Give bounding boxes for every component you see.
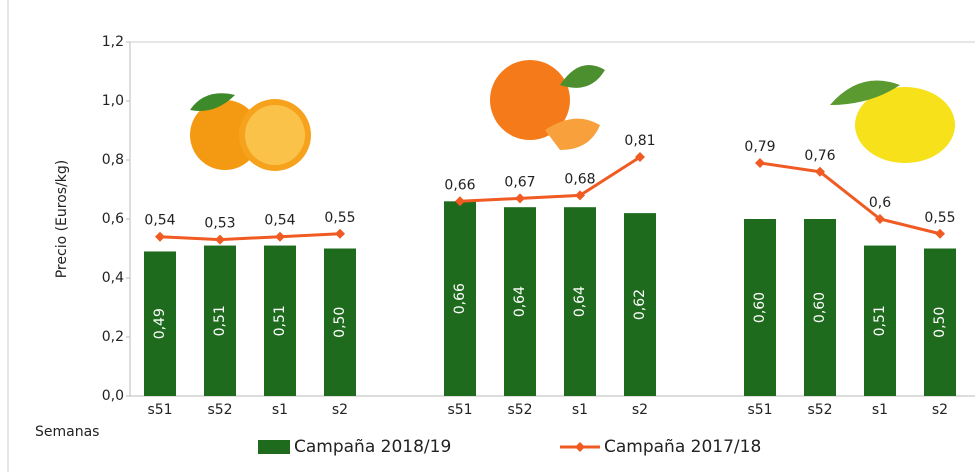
y-tick-label: 1,0 bbox=[102, 93, 124, 109]
line-marker bbox=[335, 229, 345, 239]
bar-value-label: 0,64 bbox=[512, 286, 528, 317]
line-marker bbox=[155, 232, 165, 242]
line-marker bbox=[275, 232, 285, 242]
line-value-label: 0,66 bbox=[444, 177, 475, 193]
x-tick-label: s2 bbox=[332, 402, 348, 418]
line-marker bbox=[755, 158, 765, 168]
x-tick-label: s52 bbox=[507, 402, 532, 418]
y-tick-label: 0,0 bbox=[102, 388, 124, 404]
y-tick-label: 0,2 bbox=[102, 329, 124, 345]
bar-value-label: 0,60 bbox=[812, 292, 828, 323]
bar-value-label: 0,66 bbox=[452, 283, 468, 314]
x-tick-label: s51 bbox=[747, 402, 772, 418]
lemon-image bbox=[830, 81, 955, 164]
y-tick-label: 1,2 bbox=[102, 34, 124, 50]
x-tick-label: s52 bbox=[207, 402, 232, 418]
x-tick-label: s51 bbox=[447, 402, 472, 418]
bar-value-label: 0,49 bbox=[152, 308, 168, 339]
y-tick-label: 0,4 bbox=[102, 270, 124, 286]
bar-value-label: 0,60 bbox=[752, 292, 768, 323]
y-tick-label: 0,8 bbox=[102, 152, 124, 168]
x-tick-label: s2 bbox=[632, 402, 648, 418]
legend-swatch bbox=[575, 442, 585, 452]
legend-label: Campaña 2018/19 bbox=[294, 437, 451, 457]
line-value-label: 0,55 bbox=[324, 210, 355, 226]
x-axis-label: Semanas bbox=[35, 424, 99, 440]
line-value-label: 0,68 bbox=[564, 171, 595, 187]
bar-value-label: 0,50 bbox=[932, 307, 948, 338]
legend-swatch bbox=[258, 440, 290, 454]
y-axis-label: Precio (Euros/kg) bbox=[54, 160, 70, 279]
line-value-label: 0,81 bbox=[624, 133, 655, 149]
line-value-label: 0,6 bbox=[869, 195, 891, 211]
legend-label: Campaña 2017/18 bbox=[604, 437, 761, 457]
line-value-label: 0,76 bbox=[804, 148, 835, 164]
line-value-label: 0,54 bbox=[144, 213, 175, 229]
orange-image bbox=[190, 93, 311, 171]
line-value-label: 0,79 bbox=[744, 139, 775, 155]
x-tick-label: s1 bbox=[872, 402, 888, 418]
x-tick-label: s1 bbox=[572, 402, 588, 418]
x-tick-label: s52 bbox=[807, 402, 832, 418]
bar-value-label: 0,50 bbox=[332, 307, 348, 338]
x-tick-label: s1 bbox=[272, 402, 288, 418]
line-value-label: 0,53 bbox=[204, 216, 235, 232]
line-value-label: 0,67 bbox=[504, 174, 535, 190]
bar-value-label: 0,51 bbox=[272, 305, 288, 336]
bar-value-label: 0,64 bbox=[572, 286, 588, 317]
x-tick-label: s51 bbox=[147, 402, 172, 418]
bar-value-label: 0,51 bbox=[872, 305, 888, 336]
x-tick-label: s2 bbox=[932, 402, 948, 418]
tangerine-image bbox=[490, 60, 605, 150]
line-value-label: 0,54 bbox=[264, 213, 295, 229]
y-tick-label: 0,6 bbox=[102, 211, 124, 227]
bar-value-label: 0,62 bbox=[632, 289, 648, 320]
bar-value-label: 0,51 bbox=[212, 305, 228, 336]
line-value-label: 0,55 bbox=[924, 210, 955, 226]
chart: Precio (Euros/kg) Semanas 0,0 0,2 0,4 0,6 0,… bbox=[0, 0, 975, 472]
line-marker bbox=[215, 235, 225, 245]
line-marker bbox=[935, 229, 945, 239]
line-marker bbox=[515, 193, 525, 203]
